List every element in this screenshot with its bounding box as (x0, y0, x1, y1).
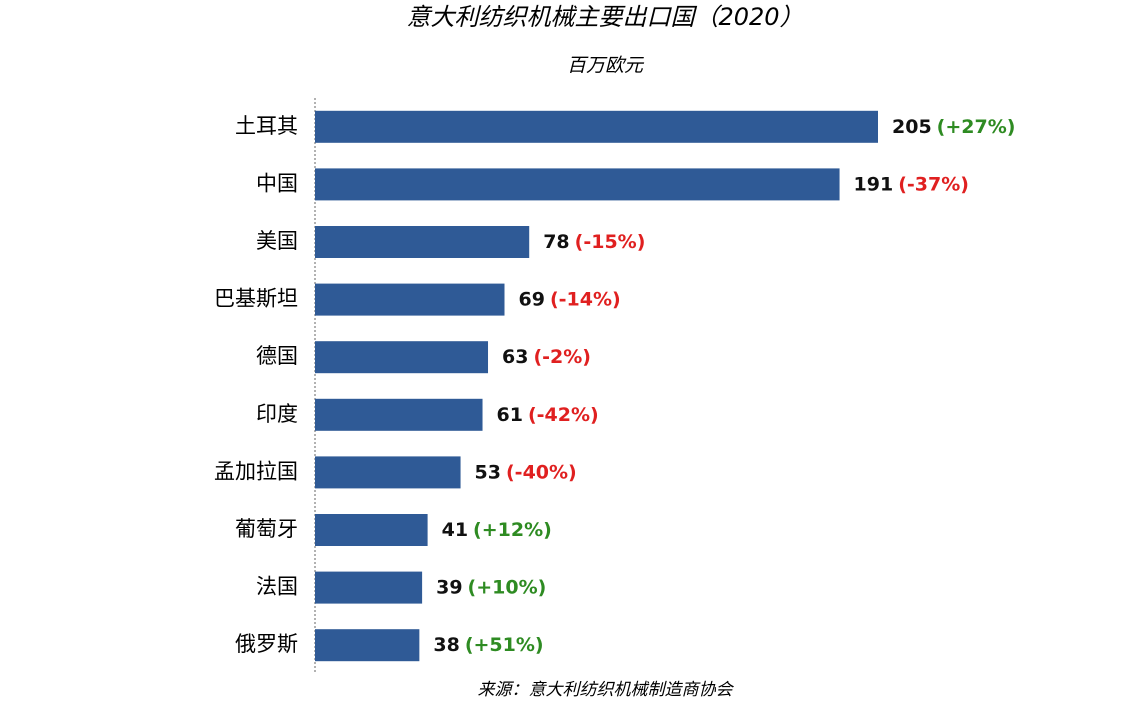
value-label: 39 (436, 576, 462, 598)
y-tick-label: 葡萄牙 (235, 517, 298, 541)
y-tick-label: 法国 (256, 575, 298, 599)
bar (315, 283, 505, 316)
bar (315, 226, 530, 258)
value-label: 78 (543, 231, 569, 253)
source-note: 来源：意大利纺织机械制造商协会 (478, 680, 735, 700)
data-label: 205 (+27%) (892, 115, 1015, 137)
change-label: (+10%) (468, 576, 547, 598)
data-label: 38 (+51%) (433, 634, 543, 656)
change-label: (+51%) (465, 634, 544, 656)
bar (315, 341, 489, 374)
change-label: (-15%) (575, 231, 646, 253)
data-label: 41 (+12%) (442, 519, 552, 541)
value-label: 205 (892, 115, 932, 137)
bar (315, 514, 428, 546)
bar (315, 571, 423, 604)
y-tick-label: 孟加拉国 (214, 459, 298, 483)
value-label: 63 (502, 346, 528, 368)
change-label: (+12%) (473, 519, 552, 541)
data-label: 69 (-14%) (518, 288, 620, 310)
change-label: (-40%) (506, 461, 577, 483)
change-label: (+27%) (937, 115, 1016, 137)
data-label: 78 (-15%) (543, 231, 645, 253)
y-tick-label: 巴基斯坦 (214, 287, 298, 311)
change-label: (-14%) (550, 288, 621, 310)
chart-title: 意大利纺织机械主要出口国（2020） (406, 3, 803, 31)
y-tick-label: 俄罗斯 (235, 632, 298, 656)
y-tick-label: 美国 (256, 229, 298, 253)
y-tick-label: 印度 (256, 402, 298, 426)
bar (315, 629, 420, 662)
y-tick-label: 土耳其 (235, 114, 298, 138)
bar (315, 168, 840, 201)
bar (315, 398, 483, 431)
value-label: 38 (433, 634, 459, 656)
data-label: 53 (-40%) (475, 461, 577, 483)
change-label: (-42%) (528, 403, 599, 425)
y-tick-label: 中国 (256, 171, 298, 195)
chart-subtitle: 百万欧元 (567, 55, 645, 77)
data-label: 191 (-37%) (854, 173, 969, 195)
value-label: 69 (518, 288, 544, 310)
change-label: (-37%) (898, 173, 969, 195)
bar (315, 456, 461, 489)
value-label: 41 (442, 519, 468, 541)
data-label: 61 (-42%) (497, 403, 599, 425)
data-label: 63 (-2%) (502, 346, 591, 368)
change-label: (-2%) (533, 346, 591, 368)
data-label: 39 (+10%) (436, 576, 546, 598)
value-label: 191 (854, 173, 894, 195)
bar (315, 110, 878, 143)
value-label: 53 (475, 461, 501, 483)
y-tick-label: 德国 (256, 344, 298, 368)
value-label: 61 (497, 403, 523, 425)
